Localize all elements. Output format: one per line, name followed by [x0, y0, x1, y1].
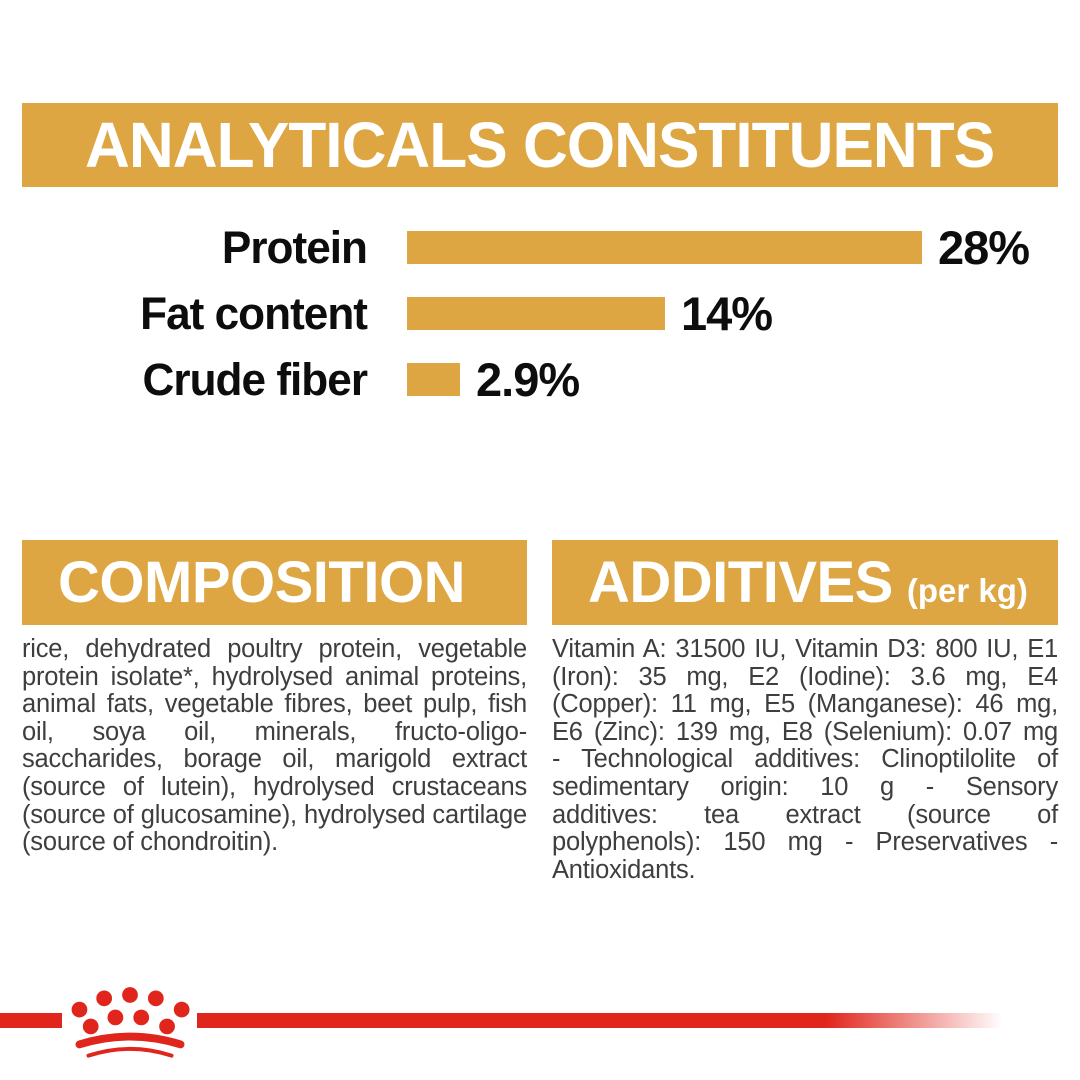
composition-body: rice, dehydrated poultry protein, vegeta… [22, 635, 527, 857]
bar-label: Fat content [140, 288, 368, 339]
composition-section: COMPOSITION rice, dehydrated poultry pro… [22, 540, 527, 857]
bar-label: Protein [221, 222, 368, 273]
additives-title: ADDITIVES (per kg) [588, 549, 1028, 616]
bar-label: Crude fiber [142, 354, 368, 405]
additives-title-text: ADDITIVES [588, 550, 893, 615]
bar-track: 28% [407, 221, 1030, 274]
crown-paw-logo-icon [71, 987, 190, 1058]
analyticals-banner: ANALYTICALS CONSTITUENTS [22, 103, 1058, 187]
bar-value: 2.9% [476, 353, 580, 406]
additives-header: ADDITIVES (per kg) [552, 540, 1058, 625]
constituents-bar-chart: Protein 28% Fat content 14% Crude fiber … [22, 224, 1058, 429]
bar-track: 14% [407, 287, 773, 340]
additives-unit-label: (per kg) [906, 572, 1028, 609]
chart-row-crude-fiber: Crude fiber 2.9% [22, 356, 1058, 403]
footer-red-line-right [197, 1013, 1003, 1028]
additives-body: Vitamin A: 31500 IU, Vitamin D3: 800 IU,… [552, 635, 1058, 884]
footer-red-line-left [0, 1013, 62, 1028]
bar-fat-content [407, 297, 665, 330]
chart-row-fat-content: Fat content 14% [22, 290, 1058, 337]
bar-crude-fiber [407, 363, 460, 396]
chart-row-protein: Protein 28% [22, 224, 1058, 271]
bar-value: 14% [681, 287, 773, 340]
composition-header: COMPOSITION [22, 540, 527, 625]
bar-track: 2.9% [407, 353, 580, 406]
composition-title: COMPOSITION [58, 550, 465, 615]
additives-section: ADDITIVES (per kg) Vitamin A: 31500 IU, V… [552, 540, 1058, 884]
analyticals-title: ANALYTICALS CONSTITUENTS [85, 109, 995, 181]
bar-protein [407, 231, 922, 264]
bar-value: 28% [938, 221, 1030, 274]
